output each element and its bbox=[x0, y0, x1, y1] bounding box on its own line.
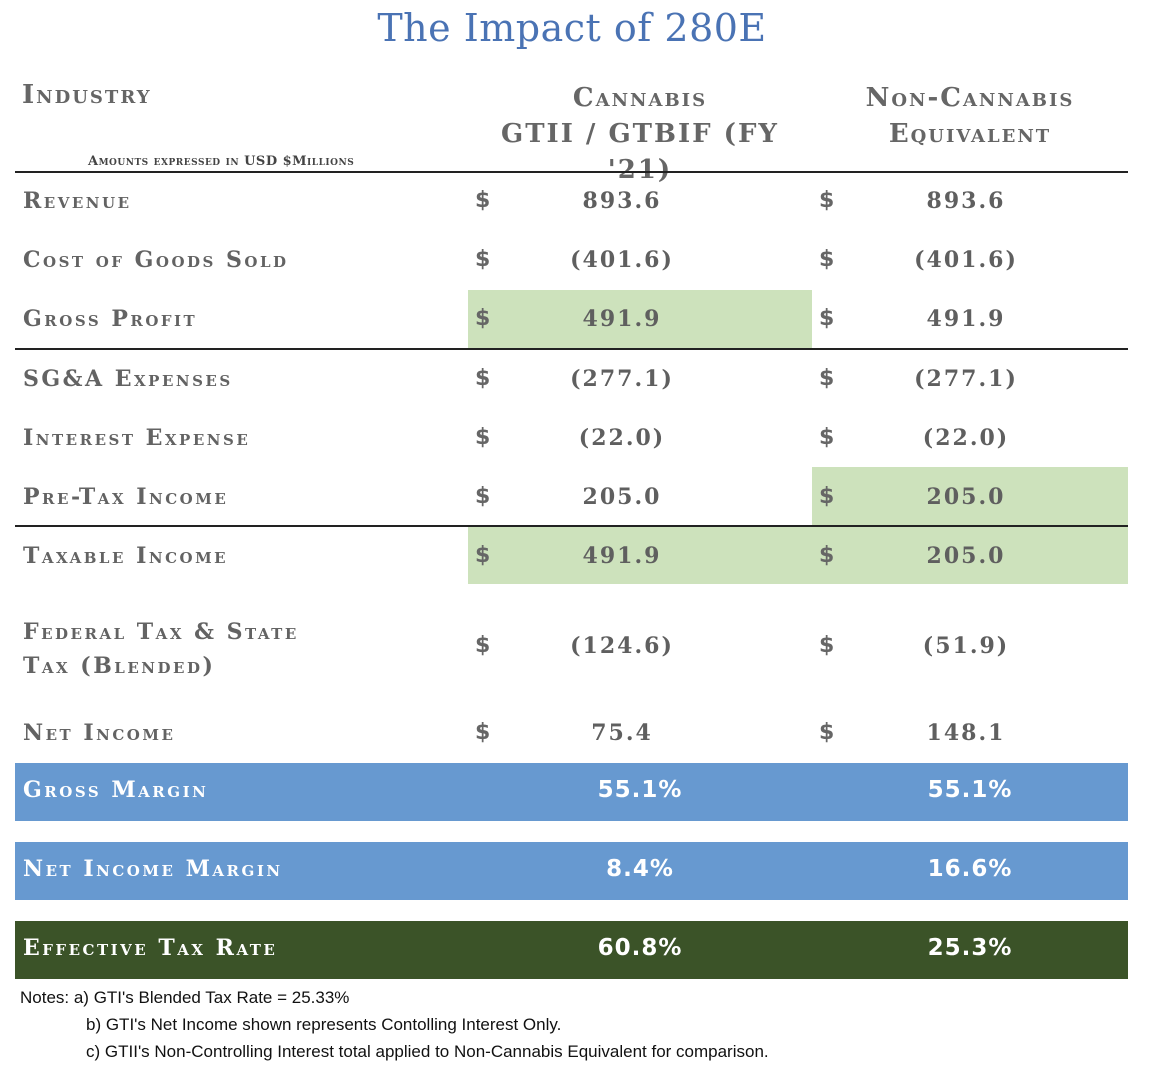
dollar-sign: $ bbox=[475, 366, 491, 391]
band-label: Net Income Margin bbox=[23, 856, 283, 882]
non-cannabis-value: 148.1 bbox=[926, 720, 1006, 746]
cannabis-value: (124.6) bbox=[570, 633, 674, 659]
note-b: b) GTI's Net Income shown represents Con… bbox=[86, 1015, 562, 1034]
row-label-line1: Federal Tax & State bbox=[23, 619, 299, 645]
row-label: Cost of Goods Sold bbox=[23, 247, 289, 273]
non-cannabis-value: 205.0 bbox=[926, 543, 1006, 569]
header-cannabis-line1: Cannabis bbox=[572, 83, 708, 113]
gross-margin-band: Gross Margin 55.1% 55.1% bbox=[15, 763, 1128, 821]
highlight-cannabis-gross-profit bbox=[468, 290, 812, 348]
band-label: Gross Margin bbox=[23, 777, 209, 803]
dollar-sign: $ bbox=[819, 306, 835, 331]
note-a: Notes: a) GTI's Blended Tax Rate = 25.33… bbox=[20, 988, 350, 1007]
dollar-sign: $ bbox=[475, 306, 491, 331]
dollar-sign: $ bbox=[475, 247, 491, 272]
non-cannabis-value: 491.9 bbox=[926, 306, 1006, 332]
non-cannabis-value: 893.6 bbox=[926, 188, 1006, 214]
row-label: Taxable Income bbox=[23, 543, 229, 569]
divider-gross-profit bbox=[15, 348, 1128, 350]
divider-pretax bbox=[15, 525, 1128, 527]
dollar-sign: $ bbox=[819, 425, 835, 450]
highlight-taxable-income bbox=[468, 527, 1128, 584]
dollar-sign: $ bbox=[819, 366, 835, 391]
non-cannabis-value: 16.6% bbox=[927, 856, 1013, 882]
dollar-sign: $ bbox=[819, 633, 835, 658]
row-label: Net Income bbox=[23, 720, 176, 746]
net-income-margin-band: Net Income Margin 8.4% 16.6% bbox=[15, 842, 1128, 900]
note-c: c) GTII's Non-Controlling Interest total… bbox=[86, 1042, 769, 1061]
cannabis-value: 491.9 bbox=[582, 543, 662, 569]
dollar-sign: $ bbox=[475, 484, 491, 509]
dollar-sign: $ bbox=[819, 484, 835, 509]
header-cannabis-line2: GTII / GTBIF (FY '21) bbox=[501, 119, 779, 185]
header-non-cannabis: Non-Cannabis Equivalent bbox=[812, 80, 1128, 152]
effective-tax-rate-band: Effective Tax Rate 60.8% 25.3% bbox=[15, 921, 1128, 979]
non-cannabis-value: (277.1) bbox=[914, 366, 1018, 392]
cannabis-value: 60.8% bbox=[597, 935, 683, 961]
dollar-sign: $ bbox=[475, 425, 491, 450]
header-industry: Industry bbox=[22, 80, 152, 110]
cannabis-value: 893.6 bbox=[582, 188, 662, 214]
cannabis-value: 55.1% bbox=[597, 777, 683, 803]
row-label: Federal Tax & State Tax (Blended) bbox=[23, 615, 299, 683]
dollar-sign: $ bbox=[819, 247, 835, 272]
cannabis-value: 205.0 bbox=[582, 484, 662, 510]
dollar-sign: $ bbox=[475, 543, 491, 568]
amounts-note: Amounts expressed in USD $Millions bbox=[88, 154, 355, 169]
non-cannabis-value: (401.6) bbox=[914, 247, 1018, 273]
row-label: Gross Profit bbox=[23, 306, 198, 332]
cannabis-value: 8.4% bbox=[606, 856, 674, 882]
cannabis-value: (22.0) bbox=[578, 425, 666, 451]
dollar-sign: $ bbox=[819, 188, 835, 213]
non-cannabis-value: (22.0) bbox=[922, 425, 1010, 451]
page-title: The Impact of 280E bbox=[377, 6, 767, 50]
non-cannabis-value: 25.3% bbox=[927, 935, 1013, 961]
cannabis-value: 491.9 bbox=[582, 306, 662, 332]
header-non-cannabis-line1: Non-Cannabis bbox=[865, 83, 1075, 113]
non-cannabis-value: 205.0 bbox=[926, 484, 1006, 510]
row-label: SG&A Expenses bbox=[23, 366, 233, 392]
cannabis-value: (401.6) bbox=[570, 247, 674, 273]
notes: Notes: a) GTI's Blended Tax Rate = 25.33… bbox=[20, 984, 769, 1065]
dollar-sign: $ bbox=[475, 720, 491, 745]
band-label: Effective Tax Rate bbox=[23, 935, 278, 961]
cannabis-value: (277.1) bbox=[570, 366, 674, 392]
row-label-line2: Tax (Blended) bbox=[23, 653, 216, 679]
row-label: Interest Expense bbox=[23, 425, 251, 451]
dollar-sign: $ bbox=[475, 188, 491, 213]
dollar-sign: $ bbox=[819, 543, 835, 568]
header-cannabis: Cannabis GTII / GTBIF (FY '21) bbox=[470, 80, 810, 188]
cannabis-value: 75.4 bbox=[591, 720, 653, 746]
dollar-sign: $ bbox=[475, 633, 491, 658]
highlight-noncannabis-pretax bbox=[812, 467, 1128, 525]
divider-top bbox=[15, 171, 1128, 173]
row-label: Pre-Tax Income bbox=[23, 484, 229, 510]
non-cannabis-value: (51.9) bbox=[922, 633, 1010, 659]
dollar-sign: $ bbox=[819, 720, 835, 745]
non-cannabis-value: 55.1% bbox=[927, 777, 1013, 803]
header-non-cannabis-line2: Equivalent bbox=[888, 119, 1052, 149]
row-label: Revenue bbox=[23, 188, 132, 214]
